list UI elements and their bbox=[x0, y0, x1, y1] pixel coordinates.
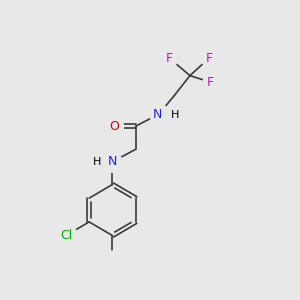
Text: O: O bbox=[109, 120, 118, 133]
Text: F: F bbox=[206, 52, 213, 64]
Text: Cl: Cl bbox=[60, 229, 72, 242]
Text: N: N bbox=[153, 108, 162, 121]
Text: H: H bbox=[92, 157, 101, 167]
Text: H: H bbox=[171, 110, 180, 120]
Text: F: F bbox=[166, 52, 173, 64]
Text: F: F bbox=[207, 76, 214, 89]
Text: N: N bbox=[108, 155, 118, 168]
